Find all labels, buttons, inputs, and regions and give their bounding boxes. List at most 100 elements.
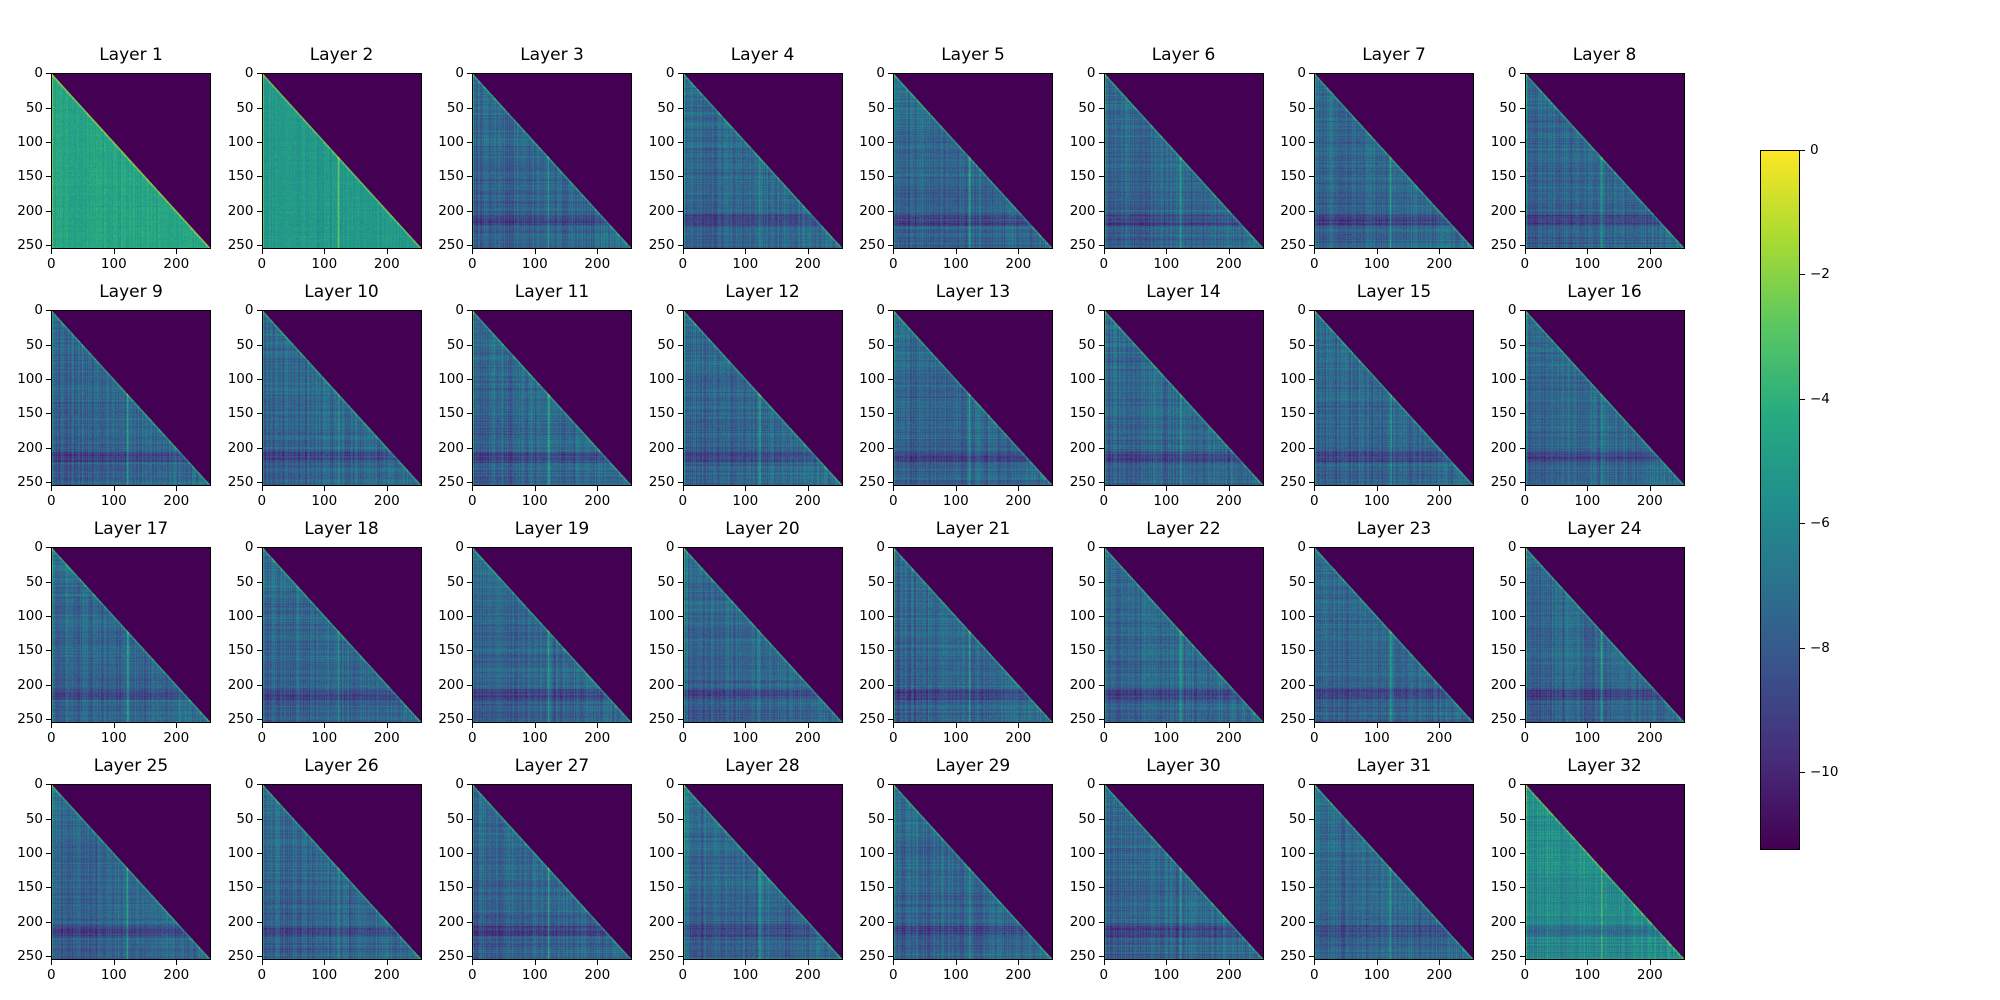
x-tick — [386, 960, 388, 965]
x-tick — [113, 249, 115, 254]
y-tick — [1309, 818, 1314, 820]
y-tick-label: 200 — [859, 439, 885, 456]
y-tick-label: 250 — [438, 711, 464, 728]
x-tick — [1314, 960, 1316, 965]
heatmap-panel-layer-14: Layer 14 0 50 100 150 200 250 0 100 200 — [1070, 282, 1264, 509]
y-tick — [256, 956, 262, 958]
x-tick-label: 200 — [1215, 256, 1242, 272]
x-tick-label: 0 — [1520, 256, 1530, 272]
y-tick-label: 150 — [859, 642, 885, 659]
heatmap-panel-layer-11: Layer 11 0 50 100 150 200 250 0 100 200 — [438, 282, 632, 509]
y-tick-label: 50 — [1499, 99, 1517, 116]
x-tick-label: 100 — [521, 256, 548, 272]
y-tick-label: 100 — [438, 371, 464, 388]
y-tick-label: 50 — [1499, 573, 1517, 590]
x-tick — [955, 486, 957, 491]
y-tick — [677, 853, 683, 855]
y-tick — [1519, 245, 1525, 247]
y-tick-label: 100 — [1490, 608, 1517, 625]
y-tick-label: 100 — [1069, 608, 1096, 625]
y-tick-label: 250 — [438, 474, 464, 491]
y-tick-label: 250 — [648, 948, 675, 965]
x-tick — [1439, 486, 1441, 491]
y-tick — [467, 447, 472, 449]
y-tick-label: 100 — [1490, 845, 1517, 862]
panel-title: Layer 11 — [514, 282, 590, 302]
colorbar-tick — [1800, 150, 1805, 151]
y-tick — [888, 818, 893, 820]
y-tick-label: 0 — [455, 539, 464, 556]
y-tick — [1519, 956, 1525, 958]
y-tick-label: 200 — [648, 202, 675, 219]
x-tick — [324, 723, 326, 728]
panel-title: Layer 17 — [93, 519, 169, 539]
x-tick-label: 0 — [678, 493, 688, 509]
y-tick — [1309, 853, 1314, 855]
x-tick-label: 0 — [47, 967, 56, 983]
y-tick — [1098, 482, 1104, 484]
heatmap-layer-27 — [472, 784, 632, 960]
y-tick-label: 50 — [25, 573, 43, 590]
x-tick — [1376, 249, 1378, 254]
colorbar-tick — [1800, 647, 1805, 649]
y-tick-label: 100 — [1490, 134, 1517, 151]
y-tick-label: 200 — [1280, 439, 1306, 456]
y-tick-label: 200 — [859, 202, 885, 219]
panel-title: Layer 2 — [309, 45, 374, 65]
y-tick-label: 0 — [1297, 776, 1306, 793]
y-tick-label: 250 — [1490, 237, 1517, 254]
y-tick-label: 200 — [1490, 202, 1517, 219]
x-tick-label: 200 — [373, 730, 400, 746]
y-tick — [256, 547, 262, 549]
y-tick-label: 200 — [1069, 676, 1096, 693]
y-tick — [1309, 482, 1314, 484]
y-tick-label: 100 — [859, 845, 885, 862]
y-tick — [1309, 379, 1314, 381]
y-tick — [1309, 684, 1314, 686]
heatmap-layer-2 — [261, 73, 422, 249]
panel-title: Layer 10 — [304, 282, 379, 302]
y-tick — [256, 413, 262, 415]
x-tick-label: 0 — [257, 493, 267, 509]
y-tick-label: 150 — [1069, 642, 1096, 659]
y-tick — [677, 547, 683, 549]
y-tick — [1519, 142, 1525, 144]
axes-frame — [1314, 547, 1474, 723]
y-tick-label: 100 — [438, 608, 464, 625]
y-tick — [1519, 719, 1525, 721]
y-tick — [677, 447, 683, 449]
x-tick-label: 100 — [100, 967, 127, 983]
x-tick — [1439, 723, 1441, 728]
y-tick-label: 250 — [17, 711, 43, 728]
y-tick-label: 50 — [236, 99, 254, 116]
y-tick — [1309, 142, 1314, 144]
x-tick — [1018, 960, 1020, 965]
x-tick-label: 200 — [373, 493, 400, 509]
x-tick — [324, 960, 326, 965]
y-tick — [888, 684, 893, 686]
x-tick-label: 0 — [889, 493, 898, 509]
y-tick-label: 150 — [1069, 405, 1096, 422]
y-tick-label: 150 — [1280, 405, 1306, 422]
panel-title: Layer 13 — [935, 282, 1011, 302]
x-tick — [261, 486, 263, 491]
x-tick-label: 200 — [163, 493, 190, 509]
x-tick-label: 200 — [163, 730, 190, 746]
panel-title: Layer 22 — [1146, 519, 1221, 539]
x-tick-label: 100 — [942, 256, 969, 272]
y-tick — [1519, 447, 1525, 449]
y-tick-label: 150 — [227, 405, 254, 422]
axes-frame — [1314, 73, 1474, 249]
panel-title: Layer 3 — [520, 45, 584, 65]
axes-frame — [893, 310, 1053, 486]
y-tick — [677, 210, 683, 212]
y-tick — [256, 684, 262, 686]
x-tick — [893, 249, 895, 254]
panel-title: Layer 16 — [1567, 282, 1642, 302]
y-tick — [256, 310, 262, 312]
y-tick — [46, 784, 51, 786]
x-tick — [1228, 249, 1230, 254]
y-tick — [467, 547, 472, 549]
x-tick-label: 200 — [1215, 730, 1242, 746]
y-tick — [1309, 73, 1314, 75]
